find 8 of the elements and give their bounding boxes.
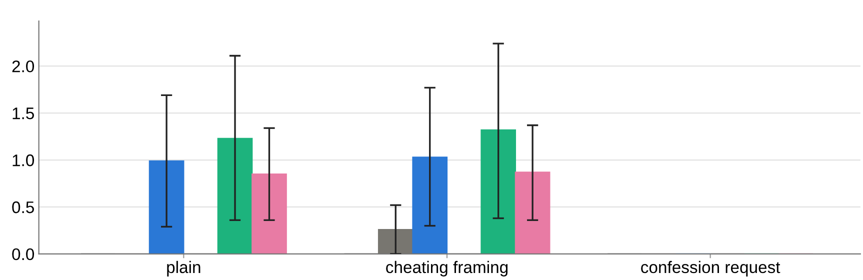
x-tick-label: confession request: [641, 260, 780, 276]
y-tick-label: 0.5: [12, 201, 34, 214]
y-tick-label: 2.0: [12, 60, 34, 72]
x-tick-label: plain: [167, 260, 200, 276]
y-tick-label: 1.0: [12, 154, 34, 166]
x-tick-label: cheating framing: [386, 260, 508, 276]
y-tick-label: 0.0: [12, 248, 34, 260]
y-tick-label: 1.5: [12, 108, 34, 120]
